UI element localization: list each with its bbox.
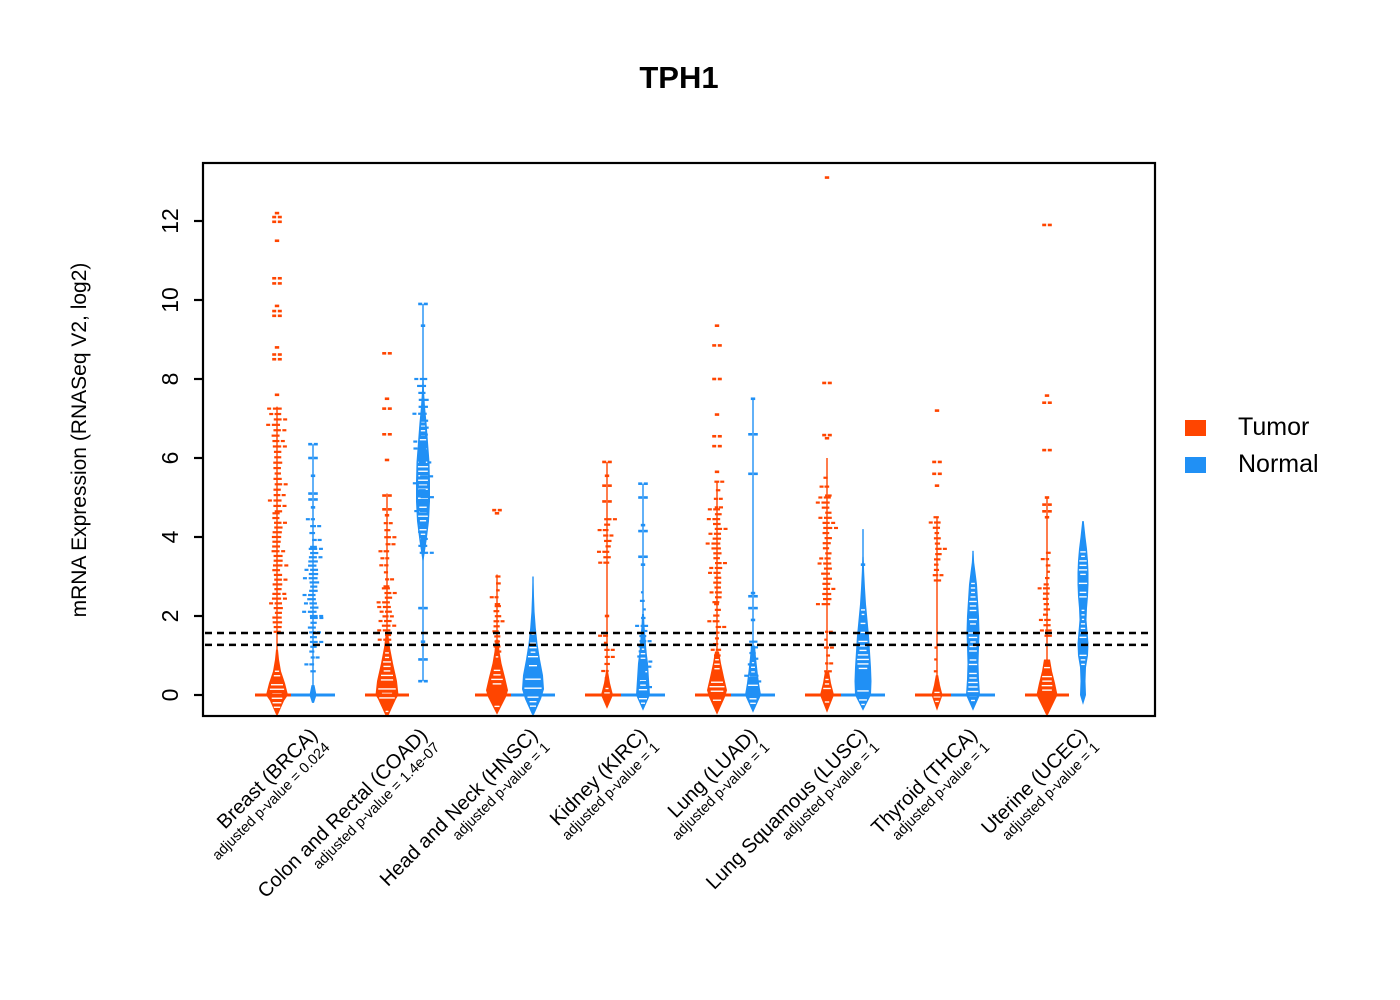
median-line-normal-3 [621, 693, 665, 697]
legend: Tumor Normal [1185, 409, 1319, 483]
strip-tumor-5 [805, 176, 849, 713]
strip-tumor-7 [1025, 223, 1069, 715]
median-line-tumor-0 [255, 693, 299, 697]
strip-tumor-0 [255, 211, 299, 715]
legend-label: Tumor [1238, 413, 1310, 441]
y-tick-label: 6 [157, 452, 183, 465]
median-line-tumor-3 [585, 693, 629, 697]
y-tick-label: 0 [157, 689, 183, 702]
strip-tumor-3 [585, 460, 629, 709]
median-line-normal-4 [731, 693, 775, 697]
median-line-tumor-4 [695, 693, 739, 697]
strip-tumor-4 [695, 324, 739, 715]
y-tick-label: 12 [157, 208, 183, 234]
y-tick-label: 4 [157, 530, 183, 543]
y-tick-label: 2 [157, 610, 183, 623]
strip-tumor-6 [915, 409, 959, 711]
median-line-normal-6 [951, 693, 995, 697]
strip-normal-2 [511, 576, 555, 715]
median-line-normal-0 [291, 693, 335, 697]
y-tick-label: 10 [157, 287, 183, 313]
legend-label: Normal [1238, 450, 1319, 478]
normal-swatch-icon [1185, 456, 1206, 473]
median-line-tumor-5 [805, 693, 849, 697]
strip-tumor-2 [475, 508, 519, 715]
median-line-normal-2 [511, 693, 555, 697]
median-line-tumor-7 [1025, 693, 1069, 697]
strip-normal-5 [841, 529, 885, 711]
y-tick-label: 8 [157, 373, 183, 386]
median-line-tumor-1 [365, 693, 409, 697]
tumor-swatch-icon [1185, 419, 1206, 436]
median-line-tumor-6 [915, 693, 959, 697]
plot-box [201, 161, 1157, 718]
strip-normal-7 [1077, 521, 1089, 705]
median-line-normal-5 [841, 693, 885, 697]
strip-tumor-1 [365, 352, 409, 715]
strip-normal-0 [291, 442, 335, 703]
chart-title: TPH1 [639, 60, 719, 95]
strip-normal-6 [951, 550, 995, 711]
median-line-tumor-2 [475, 693, 519, 697]
strips [255, 176, 1089, 715]
strip-normal-1 [412, 302, 434, 683]
legend-item-normal: Normal [1185, 446, 1319, 483]
legend-item-tumor: Tumor [1185, 409, 1319, 446]
strip-normal-4 [731, 397, 775, 713]
strip-normal-3 [621, 482, 665, 711]
